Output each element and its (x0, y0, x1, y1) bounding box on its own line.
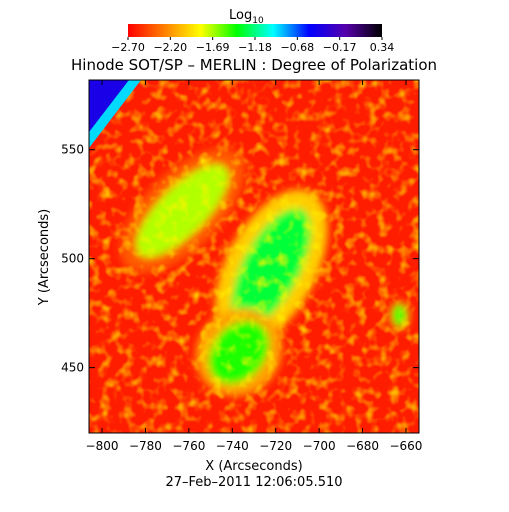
colorbar-tick-label: 0.34 (370, 41, 395, 54)
x-tick-label: −800 (86, 439, 119, 453)
x-tick-label: −700 (303, 439, 336, 453)
colorbar (128, 24, 382, 37)
y-axis-label: Y (Arcseconds) (37, 209, 52, 306)
colorbar-tick-label: −2.70 (111, 41, 145, 54)
y-tick-label: 550 (61, 143, 84, 157)
x-tick-label: −680 (346, 439, 379, 453)
colorbar-title: Log10 (229, 8, 264, 26)
colorbar-tick-label: −0.68 (280, 41, 314, 54)
chart-title: Hinode SOT/SP – MERLIN : Degree of Polar… (71, 56, 437, 74)
x-axis-label: X (Arcseconds) (205, 459, 302, 474)
colorbar-tick-label: −1.69 (196, 41, 230, 54)
plot-frame (88, 79, 420, 434)
x-tick-label: −740 (216, 439, 249, 453)
corner-offlimb (89, 80, 129, 132)
x-tick-label: −760 (172, 439, 205, 453)
colorbar-tick-label: −2.20 (153, 41, 187, 54)
heatmap-image (89, 80, 419, 433)
colorbar-tick-label: −0.17 (323, 41, 357, 54)
colorbar-tick-label: −1.18 (238, 41, 272, 54)
y-tick-label: 450 (61, 361, 84, 375)
x-tick-label: −780 (129, 439, 162, 453)
heatmap-texture (89, 80, 419, 433)
x-tick-label: −720 (259, 439, 292, 453)
x-tick-label: −660 (389, 439, 422, 453)
timestamp: 27–Feb–2011 12:06:05.510 (165, 475, 342, 490)
y-tick-label: 500 (61, 252, 84, 266)
